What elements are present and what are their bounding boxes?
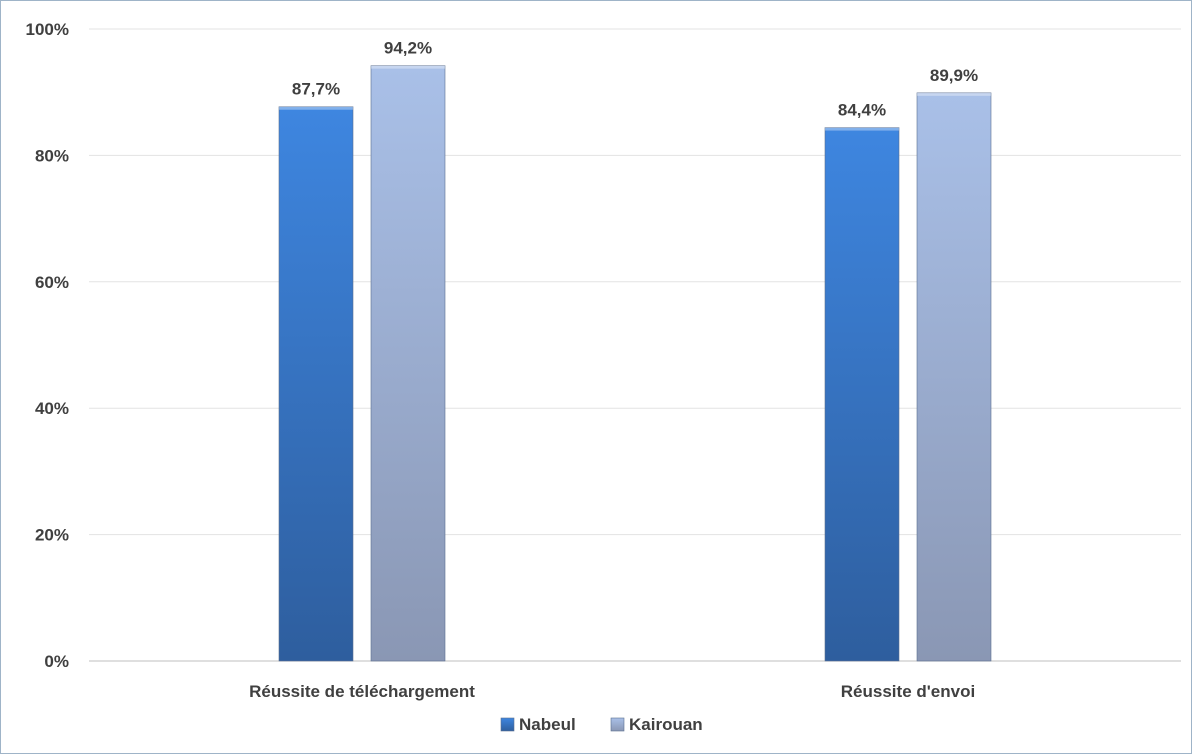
bar-nabeul-1 — [824, 127, 900, 662]
y-tick-label: 40% — [35, 399, 69, 418]
bar-kairouan-0 — [370, 65, 446, 662]
y-tick-label: 60% — [35, 273, 69, 292]
bars — [278, 65, 992, 662]
y-axis-ticks: 0% 20% 40% 60% 80% 100% — [26, 20, 69, 671]
y-tick-label: 100% — [26, 20, 69, 39]
y-tick-label: 80% — [35, 146, 69, 165]
bar-highlight — [371, 65, 445, 69]
y-tick-label: 20% — [35, 526, 69, 545]
data-label: 87,7% — [292, 80, 340, 99]
bar-kairouan-1 — [916, 92, 992, 662]
x-axis-categories: Réussite de téléchargement Réussite d'env… — [249, 682, 975, 701]
data-labels: 87,7% 94,2% 84,4% 89,9% — [292, 39, 978, 120]
x-category-label: Réussite de téléchargement — [249, 682, 475, 701]
bar-highlight — [917, 92, 991, 96]
bar-highlight — [825, 127, 899, 131]
data-label: 94,2% — [384, 39, 432, 58]
legend: Nabeul Kairouan — [500, 715, 703, 734]
bar-nabeul-0 — [278, 106, 354, 662]
data-label: 84,4% — [838, 101, 886, 120]
legend-swatch-kairouan — [610, 717, 625, 732]
bar-highlight — [279, 106, 353, 110]
data-label: 89,9% — [930, 66, 978, 85]
legend-label: Nabeul — [519, 715, 576, 734]
legend-swatch-nabeul — [500, 717, 515, 732]
x-category-label: Réussite d'envoi — [841, 682, 975, 701]
y-tick-label: 0% — [44, 652, 69, 671]
gridlines — [89, 28, 1181, 662]
legend-label: Kairouan — [629, 715, 703, 734]
